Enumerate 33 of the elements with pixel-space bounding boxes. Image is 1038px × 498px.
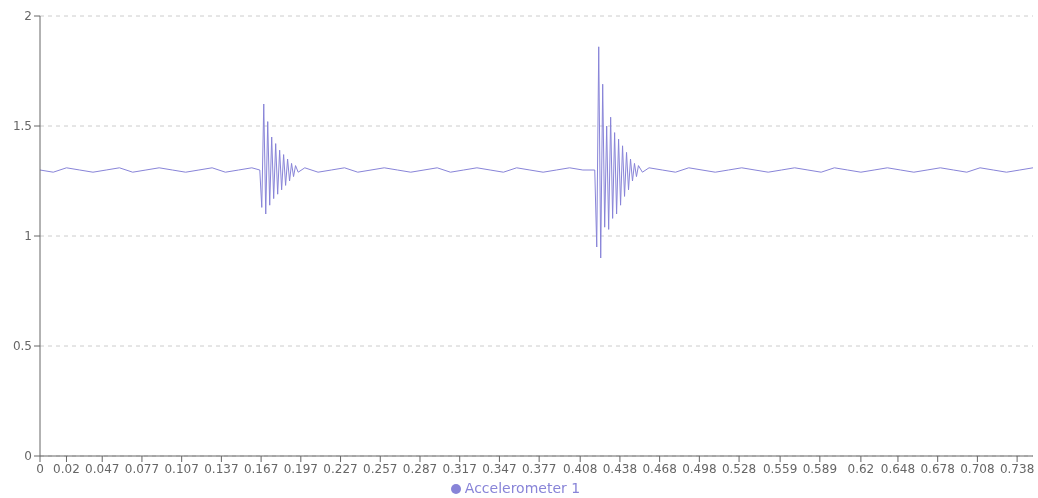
y-tick-label: 0.5 — [12, 339, 32, 354]
line-series — [40, 46, 1033, 259]
y-tick-label: 0 — [24, 449, 32, 464]
x-tick-label: 0.197 — [283, 461, 319, 476]
x-tick-label: 0.257 — [363, 461, 398, 476]
x-tick-label: 0 — [36, 461, 44, 476]
x-tick-label: 0.167 — [243, 461, 279, 476]
x-tick-label: 0.347 — [482, 461, 517, 476]
x-tick-label: 0.107 — [164, 461, 199, 476]
x-tick-label: 0.137 — [204, 461, 239, 476]
x-tick-label: 0.559 — [762, 461, 798, 476]
x-tick-label: 0.498 — [682, 461, 717, 476]
x-tick-label: 0.02 — [53, 461, 80, 476]
x-tick-label: 0.708 — [960, 461, 995, 476]
x-tick-label: 0.408 — [563, 461, 598, 476]
x-tick-label: 0.377 — [521, 461, 557, 476]
y-tick-label: 1 — [24, 229, 32, 244]
x-tick-label: 0.62 — [847, 461, 875, 476]
x-tick-label: 0.678 — [920, 461, 955, 476]
x-tick-label: 0.589 — [802, 461, 838, 476]
x-tick-label: 0.227 — [323, 461, 358, 476]
x-tick-label: 0.077 — [124, 461, 160, 476]
x-tick-label: 0.528 — [721, 461, 757, 476]
x-tick-label: 0.047 — [85, 461, 120, 476]
y-tick-label: 2 — [24, 9, 32, 24]
x-tick-label: 0.438 — [602, 461, 638, 476]
x-tick-label: 0.317 — [442, 461, 477, 476]
legend-label: Accelerometer 1 — [464, 480, 581, 496]
y-tick-label: 1.5 — [12, 119, 32, 134]
x-tick-label: 0.468 — [642, 461, 677, 476]
x-tick-label: 0.738 — [999, 461, 1035, 476]
x-tick-label: 0.648 — [880, 461, 916, 476]
x-tick-label: 0.287 — [402, 461, 438, 476]
